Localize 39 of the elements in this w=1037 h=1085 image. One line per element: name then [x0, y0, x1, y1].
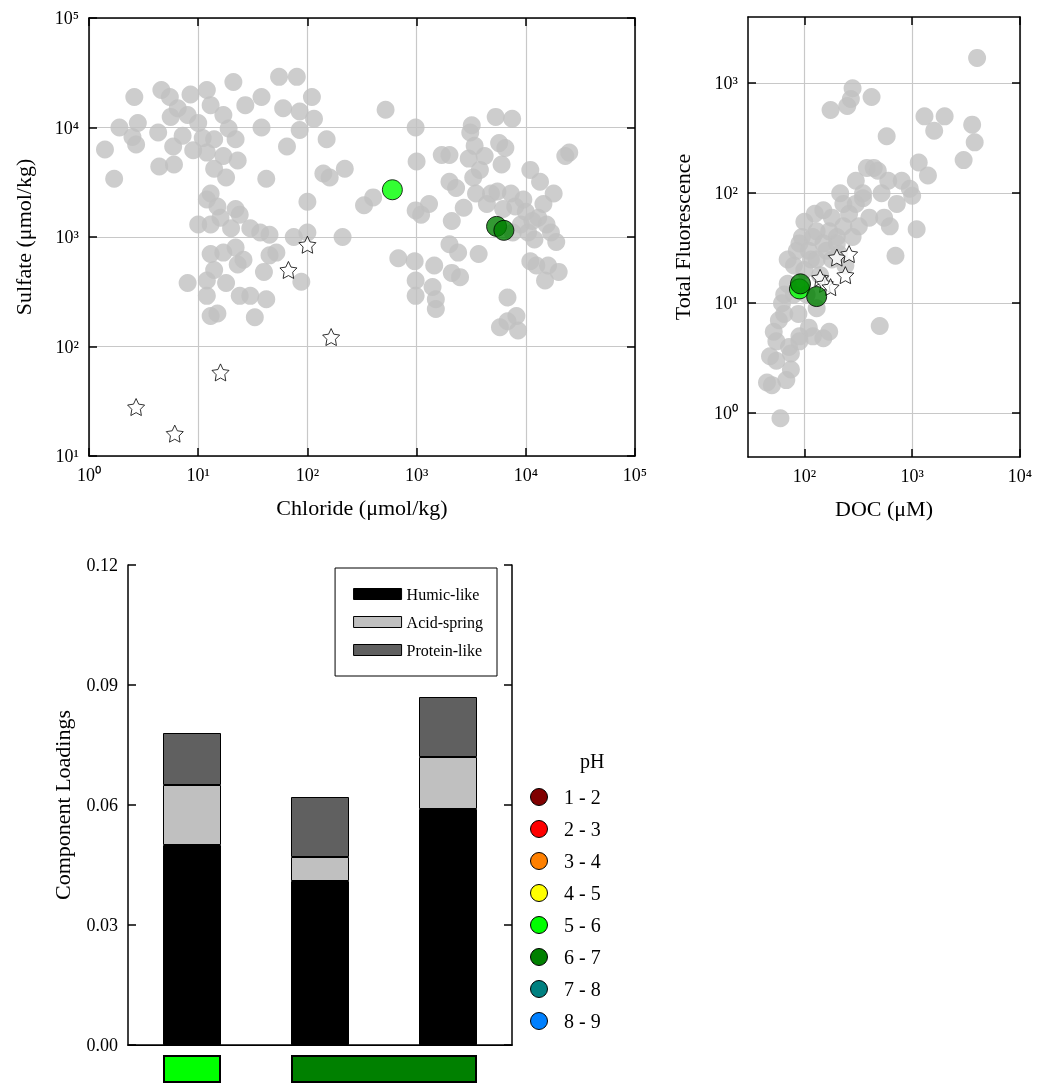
y-axis-title: Component Loadings: [49, 709, 75, 901]
y-tick-label: 10⁴: [54, 117, 79, 138]
y-tick-label: 0.09: [86, 675, 118, 695]
y-axis-title: Sulfate (μmol/kg): [10, 158, 36, 316]
y-tick-label: 10¹: [714, 293, 738, 314]
category-label: 6 - 7: [564, 945, 601, 969]
y-tick-label: 10²: [714, 183, 738, 204]
category-label: 4 - 5: [564, 881, 601, 905]
legend-title: pH: [580, 750, 605, 773]
legend-label: Protein-like: [406, 641, 483, 659]
x-tick-label: 10³: [900, 466, 925, 486]
x-axis-title: DOC (μM): [835, 495, 933, 521]
category-label: 5 - 6: [564, 913, 601, 937]
legend-label: Acid-spring: [406, 613, 484, 632]
x-axis-title: Chloride (μmol/kg): [276, 494, 448, 520]
y-tick-label: 0.00: [86, 1035, 118, 1055]
y-tick-label: 10¹: [55, 446, 79, 466]
x-tick-label: 10²: [295, 465, 320, 485]
x-tick-label: 10³: [404, 465, 429, 485]
y-tick-label: 10²: [55, 336, 79, 357]
x-tick-label: 10⁵: [622, 465, 648, 485]
x-tick-label: 10⁴: [513, 465, 538, 485]
legend-label: Humic-like: [406, 585, 480, 603]
y-tick-label: 10³: [714, 73, 739, 94]
category-label: 3 - 4: [564, 849, 601, 873]
y-tick-label: 10³: [55, 227, 80, 247]
category-label: 1 - 2: [564, 785, 601, 809]
x-tick-label: 10⁴: [1007, 466, 1033, 486]
x-tick-label: 10²: [792, 466, 817, 486]
category-label: 2 - 3: [564, 817, 601, 841]
category-label: 8 - 9: [564, 1009, 601, 1033]
y-tick-label: 0.12: [86, 555, 118, 575]
y-axis-title: Total Fluorescence: [669, 153, 695, 321]
x-tick-label: 10¹: [186, 465, 210, 485]
y-tick-label: 0.06: [86, 795, 118, 815]
y-tick-label: 0.03: [86, 915, 118, 935]
category-label: 7 - 8: [564, 977, 601, 1001]
y-tick-label: 10⁵: [54, 8, 79, 28]
y-tick-label: 10⁰: [714, 403, 738, 424]
